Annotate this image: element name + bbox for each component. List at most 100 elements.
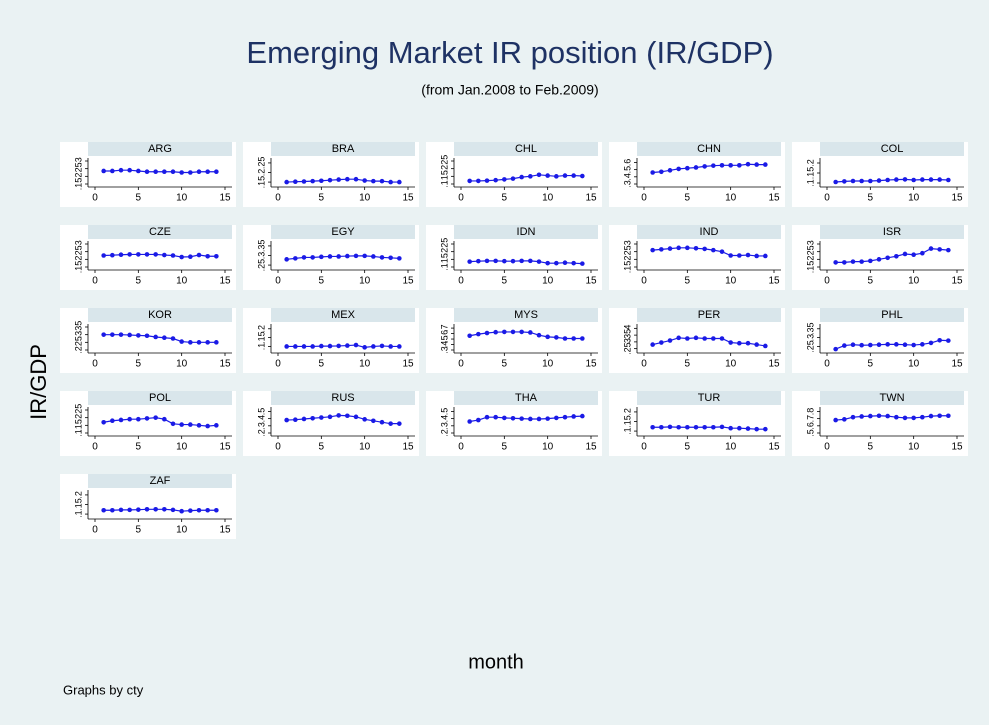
data-point: [310, 344, 315, 349]
x-tick-label: 0: [458, 276, 464, 287]
data-point: [101, 168, 106, 174]
data-point: [562, 173, 568, 178]
panel-title: IND: [700, 226, 719, 238]
x-tick-label: 5: [136, 276, 142, 287]
y-tick-label: .15: [439, 253, 449, 266]
data-point: [319, 178, 324, 184]
data-point: [737, 253, 742, 258]
data-point: [562, 260, 568, 266]
data-point: [519, 174, 524, 180]
y-tick-label: .2: [622, 408, 632, 416]
data-point: [196, 340, 202, 345]
y-tick-label: .2: [256, 325, 266, 333]
data-point: [293, 344, 298, 349]
panel-header: [820, 308, 964, 322]
data-point: [536, 172, 542, 178]
y-tick-label: .2: [805, 159, 815, 167]
data-point: [902, 415, 908, 421]
x-tick-label: 0: [641, 276, 647, 287]
data-point: [545, 260, 550, 266]
y-tick-label: .2: [622, 256, 632, 264]
data-point: [336, 413, 341, 418]
x-tick-label: 10: [542, 442, 554, 453]
panel-header: [454, 142, 598, 156]
data-point: [728, 163, 733, 168]
data-point: [693, 335, 699, 341]
data-point: [170, 421, 176, 427]
y-tick-label: .1: [622, 427, 632, 435]
panel: TUR .1.15.2 0 5 10 15: [609, 391, 785, 456]
data-point: [345, 176, 350, 182]
data-point: [336, 177, 341, 182]
x-tick-label: 15: [219, 525, 231, 536]
data-point: [763, 343, 768, 349]
x-tick-label: 15: [402, 276, 414, 287]
data-point: [179, 422, 184, 427]
panel: EGY .25.3.35 0 5 10 15: [243, 225, 419, 290]
data-point: [850, 342, 856, 347]
data-point: [711, 247, 716, 253]
data-point: [754, 342, 759, 347]
x-tick-label: 10: [359, 193, 371, 204]
data-point: [702, 246, 707, 252]
data-point: [188, 340, 193, 345]
y-tick-label: .2: [256, 429, 266, 437]
data-point: [702, 336, 707, 341]
x-tick-label: 10: [908, 442, 920, 453]
y-tick-label: .3: [805, 240, 815, 248]
data-point: [205, 423, 210, 429]
panel: CHL .1.15.2.25 0 5 10 15: [426, 142, 602, 207]
data-point: [301, 344, 307, 349]
y-tick-label: .15: [805, 261, 815, 274]
x-tick-label: 5: [502, 193, 508, 204]
data-point: [937, 413, 942, 419]
data-point: [859, 414, 864, 419]
data-point: [214, 423, 219, 428]
y-tick-label: .3: [73, 240, 83, 248]
y-tick-label: .35: [256, 240, 266, 253]
panel-title: CHN: [697, 143, 721, 155]
panel-title: TWN: [879, 392, 904, 404]
panel-title: ARG: [148, 143, 172, 155]
y-tick-label: .35: [73, 321, 83, 334]
data-point: [162, 252, 167, 258]
data-point: [127, 332, 132, 338]
data-point: [362, 178, 367, 183]
panel-title: COL: [881, 143, 904, 155]
data-point: [763, 162, 768, 167]
x-tick-label: 15: [768, 442, 780, 453]
data-point: [397, 344, 402, 349]
x-tick-label: 5: [319, 193, 325, 204]
data-point: [833, 417, 838, 423]
x-tick-label: 10: [359, 276, 371, 287]
data-point: [170, 169, 176, 175]
y-tick-label: .6: [622, 159, 632, 167]
data-point: [911, 342, 916, 348]
x-tick-label: 10: [725, 193, 737, 204]
chart-title: Emerging Market IR position (IR/GDP): [246, 35, 773, 70]
y-tick-label: .3: [73, 157, 83, 165]
data-point: [144, 416, 150, 421]
data-point: [763, 426, 768, 432]
data-point: [179, 339, 184, 344]
y-tick-label: .15: [805, 167, 815, 180]
data-point: [519, 258, 524, 264]
data-point: [659, 247, 664, 252]
data-point: [153, 169, 158, 175]
data-point: [850, 414, 856, 420]
data-point: [476, 331, 481, 337]
y-tick-label: .1: [73, 429, 83, 437]
data-point: [467, 333, 472, 339]
data-point: [284, 257, 289, 262]
data-point: [510, 258, 516, 264]
data-point: [493, 414, 498, 420]
data-point: [388, 179, 393, 185]
data-point: [118, 507, 124, 513]
x-tick-label: 10: [725, 359, 737, 370]
panel-header: [637, 391, 781, 405]
data-point: [650, 247, 655, 253]
panel-header: [88, 474, 232, 488]
data-point: [467, 259, 472, 264]
data-point: [397, 256, 402, 261]
